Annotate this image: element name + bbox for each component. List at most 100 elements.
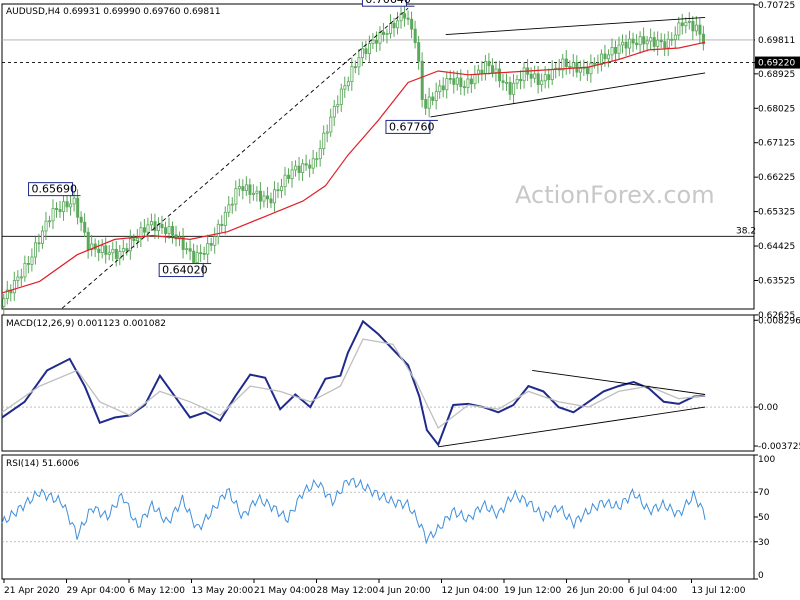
- candle-body: [631, 38, 635, 44]
- price-tick-label: 0.68925: [758, 70, 795, 80]
- candle-body: [121, 248, 125, 252]
- candle-body: [150, 221, 154, 226]
- price-annotations: 0.70640 0.67760 0.65690 0.64020: [28, 0, 438, 278]
- candle-body: [592, 62, 596, 65]
- candle-body: [691, 21, 695, 32]
- candle-body: [111, 248, 115, 254]
- time-axis: 21 Apr 2020 29 Apr 04:00 6 May 12:00 13 May…: [3, 579, 746, 596]
- candle-body: [346, 81, 350, 87]
- candle-body: [283, 174, 287, 188]
- candle-body: [385, 33, 389, 35]
- candle-body: [701, 33, 705, 45]
- candle-body: [273, 189, 277, 204]
- candle-body: [72, 197, 76, 205]
- time-tick-label: 6 Jul 04:00: [629, 586, 678, 596]
- candle-body: [687, 21, 691, 23]
- candle-body: [315, 158, 319, 161]
- candle-body: [635, 42, 639, 46]
- candle-body: [466, 78, 470, 88]
- candle-body: [128, 238, 132, 252]
- fib-label: 38.2: [736, 226, 756, 236]
- candle-body: [118, 251, 122, 259]
- candle-body: [104, 245, 108, 255]
- candle-body: [367, 43, 371, 54]
- annotation-box: [28, 182, 74, 197]
- candle-body: [241, 186, 245, 191]
- candle-body: [220, 223, 224, 226]
- candle-body: [332, 105, 336, 118]
- annotation-label: 0.64020: [162, 264, 208, 277]
- candle-body: [628, 38, 632, 49]
- time-tick-label: 13 May 20:00: [192, 586, 254, 596]
- candle-body: [441, 85, 445, 91]
- candle-body: [234, 188, 238, 205]
- candle-body: [540, 80, 544, 86]
- candle-body: [188, 248, 192, 252]
- candle-body: [378, 31, 382, 44]
- macd-tick-label: -0.003725: [758, 442, 800, 452]
- candle-body: [164, 227, 168, 234]
- ref-price-badge: 0.69220: [755, 56, 800, 69]
- candle-body: [480, 69, 484, 74]
- candle-body: [114, 248, 118, 259]
- candle-body: [12, 280, 16, 294]
- candle-body: [290, 169, 294, 179]
- candle-body: [673, 34, 677, 40]
- candle-body: [512, 82, 516, 95]
- candle-body: [536, 73, 540, 86]
- candle-body: [522, 67, 526, 82]
- candle-body: [417, 42, 421, 62]
- rsi-panel: 100 70 50 30 0 RSI(14) 51.6006: [1, 454, 775, 581]
- macd-lines: [1, 319, 706, 448]
- candle-body: [505, 81, 509, 84]
- candle-body: [413, 28, 417, 43]
- candle-body: [677, 22, 681, 36]
- candle-body: [171, 226, 175, 236]
- candle-body: [255, 190, 259, 194]
- candle-body: [600, 53, 604, 66]
- candle-body: [100, 245, 104, 254]
- ref-price-label: 0.69220: [758, 59, 795, 69]
- candle-body: [153, 221, 157, 232]
- candle-body: [621, 41, 625, 46]
- time-tick-label: 13 Jul 12:00: [692, 586, 746, 596]
- candle-body: [33, 242, 37, 258]
- candle-body: [69, 203, 73, 208]
- macd-tick-label: 0.008296: [758, 316, 800, 326]
- time-tick-label: 19 Jun 12:00: [504, 586, 561, 596]
- channel-upper-line: [445, 16, 706, 36]
- macd-axis: 0.008296 0.00 -0.003725: [754, 316, 800, 452]
- candle-body: [491, 65, 495, 73]
- candle-body: [244, 184, 248, 191]
- candle-body: [656, 39, 660, 47]
- price-panel: ActionForex.com 0.70725 0.68925 0.68025 0.6…: [1, 0, 800, 321]
- candle-body: [160, 224, 164, 229]
- candle-body: [424, 99, 428, 109]
- rsi-tick-label: 50: [758, 513, 770, 523]
- rsi-tick-label: 70: [758, 488, 770, 498]
- candle-body: [48, 220, 52, 223]
- candle-body: [533, 73, 537, 79]
- candle-body: [297, 165, 301, 173]
- price-tick-label: 0.66225: [758, 173, 795, 183]
- candle-body: [287, 174, 291, 179]
- price-tick-label: 0.62625: [758, 311, 795, 321]
- rsi-title: RSI(14) 51.6006: [6, 459, 79, 469]
- price-tick-label: 0.67125: [758, 139, 795, 149]
- rsi-tick-label: 100: [758, 455, 775, 465]
- candle-body: [322, 132, 326, 149]
- current-price-label: 0.69811: [758, 36, 795, 46]
- candle-body: [90, 243, 94, 251]
- candle-body: [498, 68, 502, 82]
- time-tick-label: 26 Jun 20:00: [567, 586, 624, 596]
- candle-body: [680, 22, 684, 27]
- candle-body: [76, 197, 80, 218]
- macd-line: [1, 319, 706, 447]
- tri-upper-line: [532, 369, 706, 395]
- tri-lower-line: [438, 406, 706, 448]
- time-tick-label: 29 Apr 04:00: [67, 586, 126, 596]
- candle-body: [62, 201, 66, 213]
- candle-body: [311, 158, 315, 169]
- candle-body: [519, 78, 523, 82]
- candle-body: [195, 252, 199, 263]
